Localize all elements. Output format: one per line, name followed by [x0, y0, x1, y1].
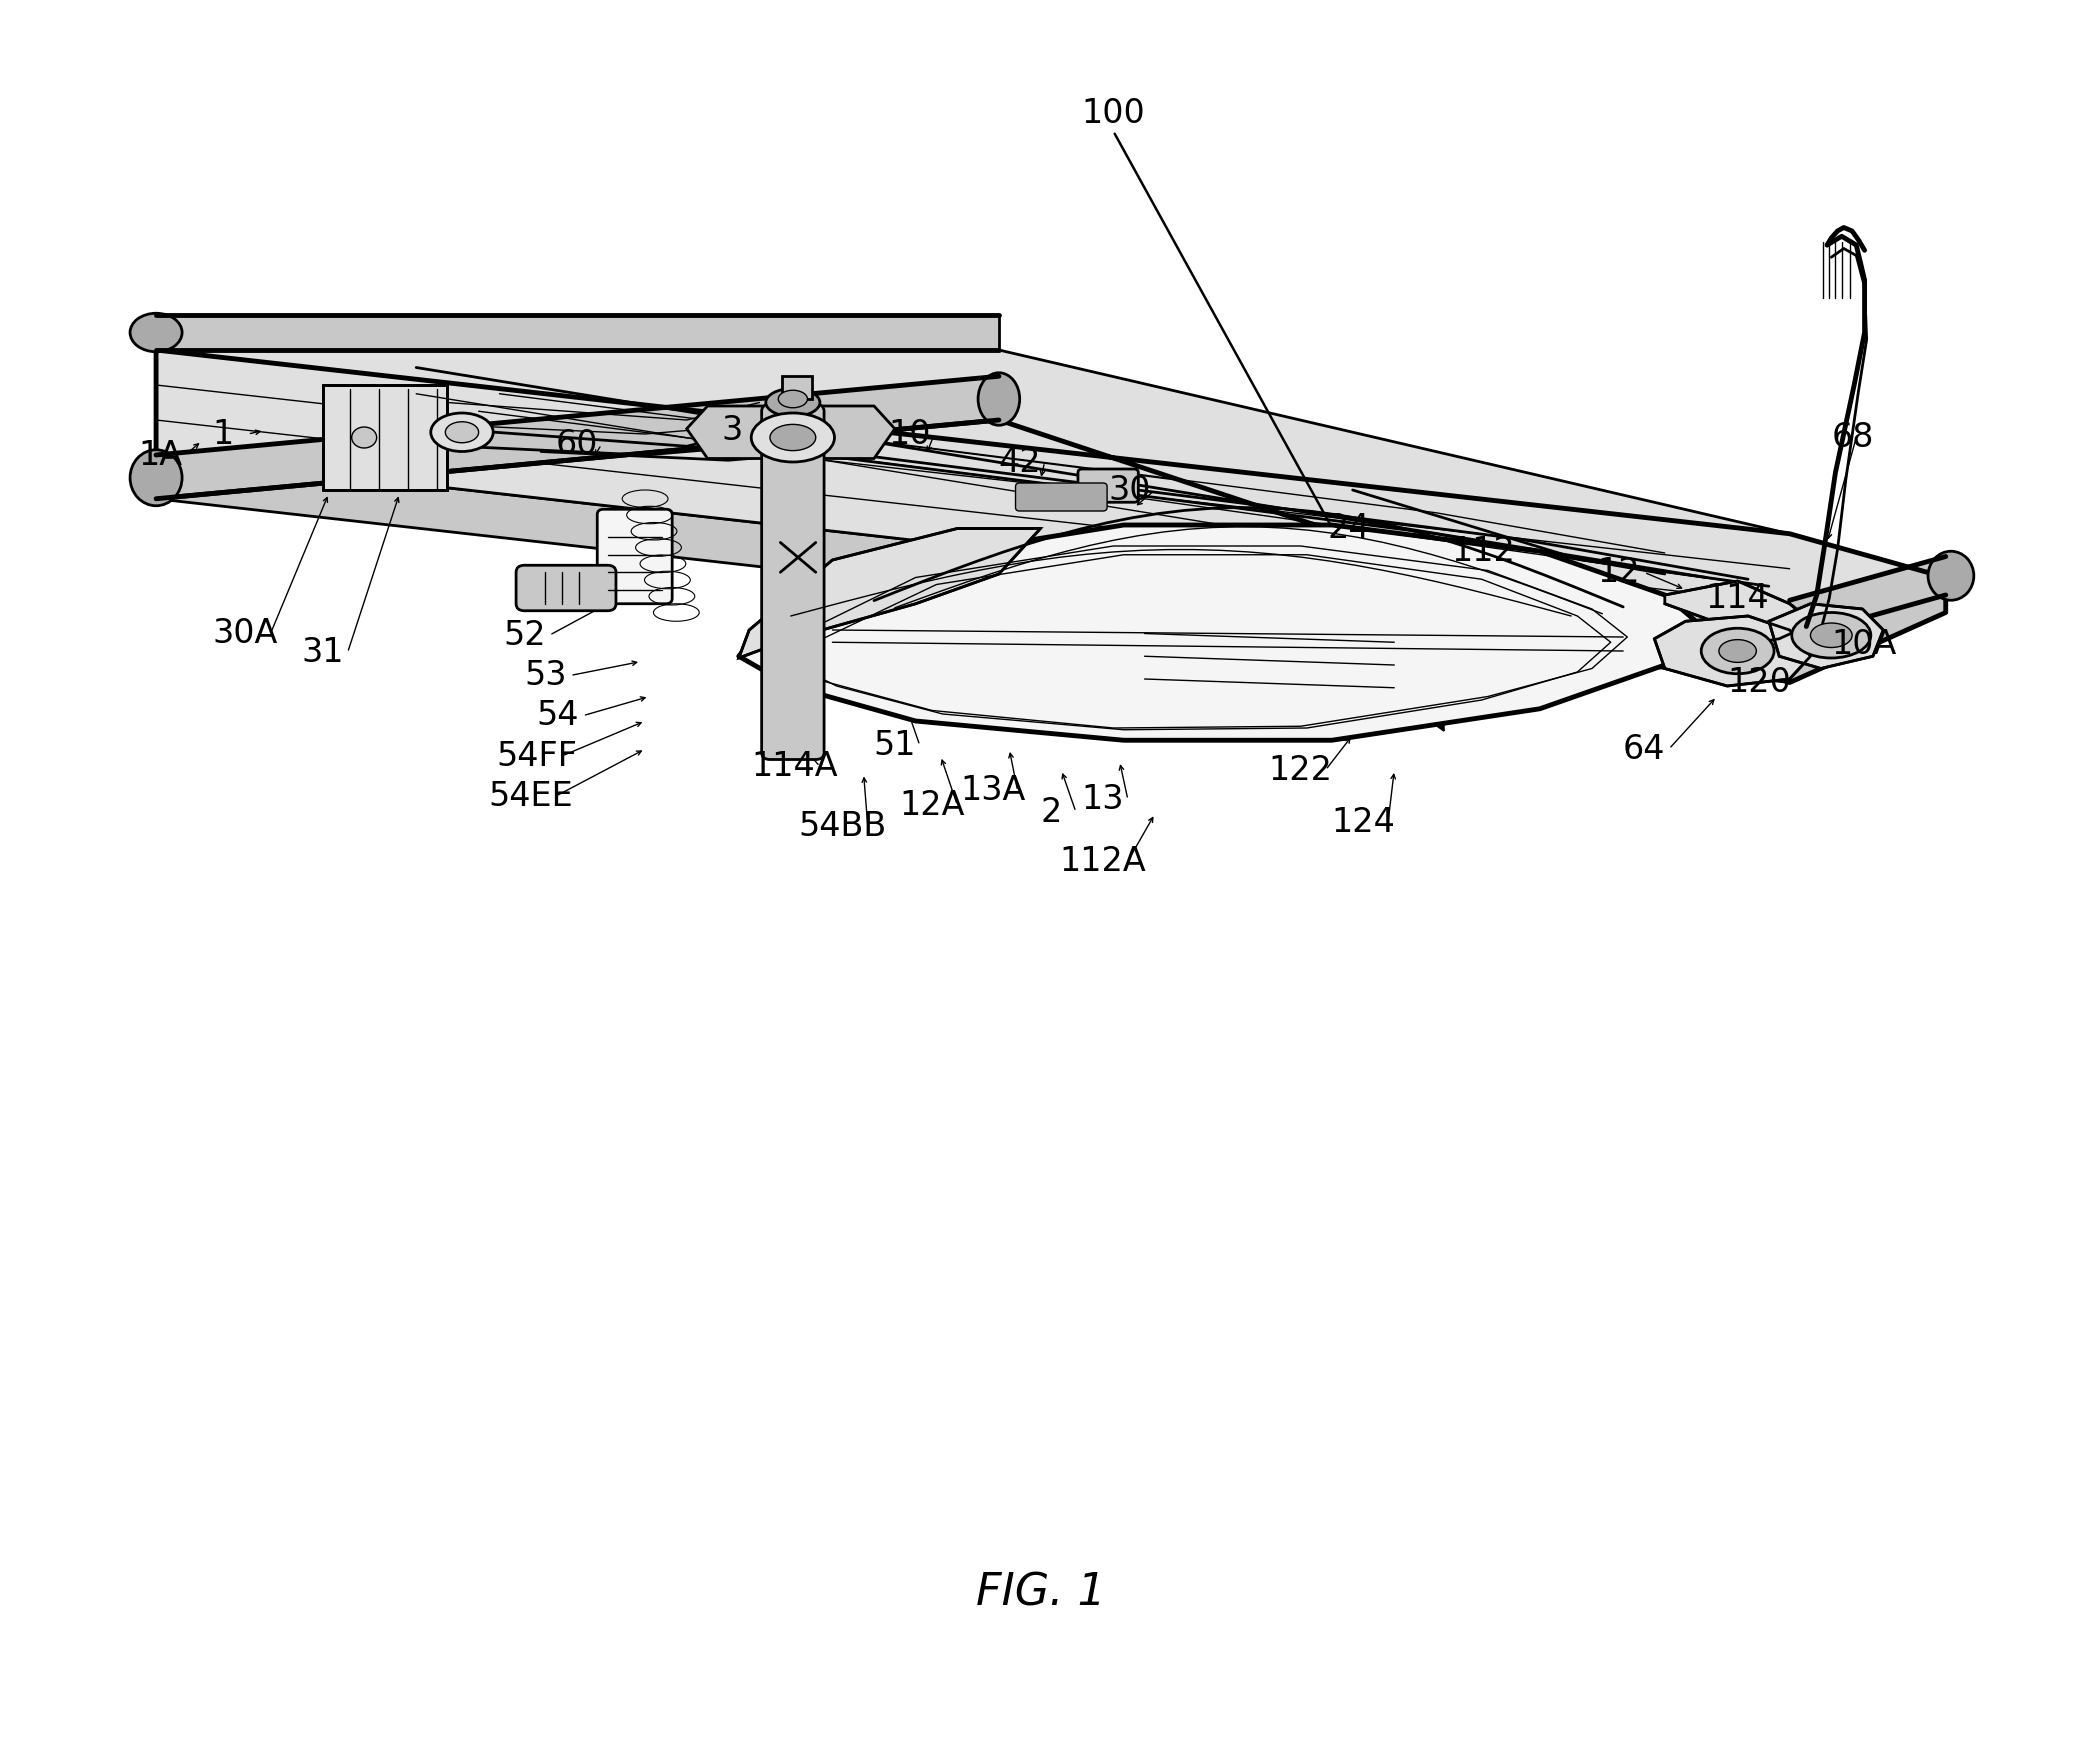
Text: 30: 30: [1109, 474, 1151, 506]
Text: 1A: 1A: [137, 439, 183, 471]
Text: FIG. 1: FIG. 1: [976, 1572, 1105, 1614]
Polygon shape: [1665, 581, 1831, 648]
Text: 12A: 12A: [899, 789, 966, 821]
Text: 12: 12: [1598, 556, 1640, 588]
Text: 13: 13: [1082, 784, 1124, 816]
Polygon shape: [156, 350, 1946, 639]
Polygon shape: [323, 385, 447, 490]
Text: 1: 1: [212, 418, 233, 450]
Ellipse shape: [778, 390, 807, 408]
Text: 10: 10: [889, 418, 930, 450]
Ellipse shape: [129, 313, 183, 352]
Text: 112: 112: [1453, 536, 1515, 567]
Text: 13A: 13A: [959, 775, 1026, 807]
Text: 54BB: 54BB: [799, 810, 887, 842]
Text: 122: 122: [1269, 754, 1332, 786]
Text: 53: 53: [524, 660, 566, 691]
Ellipse shape: [770, 425, 816, 452]
Ellipse shape: [1719, 640, 1756, 663]
Polygon shape: [687, 406, 895, 458]
Text: 114: 114: [1706, 583, 1769, 614]
Ellipse shape: [1702, 628, 1773, 674]
Ellipse shape: [766, 388, 820, 416]
Polygon shape: [1790, 556, 1946, 639]
Text: 114A: 114A: [751, 751, 839, 782]
Ellipse shape: [129, 450, 183, 506]
Polygon shape: [156, 315, 999, 350]
Text: 64: 64: [1623, 733, 1665, 765]
Text: 10A: 10A: [1831, 628, 1896, 660]
Text: 54FF: 54FF: [497, 740, 576, 772]
Text: 120: 120: [1727, 667, 1792, 698]
Text: 51: 51: [874, 730, 916, 761]
Text: 60: 60: [556, 429, 597, 460]
Text: 54: 54: [537, 700, 579, 731]
Text: 42: 42: [999, 446, 1040, 478]
Ellipse shape: [1810, 623, 1852, 648]
Text: 124: 124: [1332, 807, 1394, 838]
Ellipse shape: [352, 427, 377, 448]
Text: 68: 68: [1831, 422, 1873, 453]
Text: 54EE: 54EE: [489, 780, 572, 812]
Ellipse shape: [445, 422, 479, 443]
Text: 30A: 30A: [212, 618, 279, 649]
Ellipse shape: [978, 373, 1020, 425]
Polygon shape: [1654, 616, 1810, 686]
Ellipse shape: [751, 413, 834, 462]
Polygon shape: [782, 376, 812, 399]
Polygon shape: [1769, 604, 1883, 668]
FancyBboxPatch shape: [762, 404, 824, 760]
Text: 52: 52: [504, 620, 545, 651]
Text: 100: 100: [1082, 98, 1145, 130]
Text: 3: 3: [722, 415, 743, 446]
Polygon shape: [739, 528, 1040, 658]
Text: 2: 2: [1040, 796, 1061, 828]
FancyBboxPatch shape: [516, 565, 616, 611]
Text: 31: 31: [302, 637, 343, 668]
Ellipse shape: [1792, 612, 1871, 658]
Text: 112A: 112A: [1059, 845, 1147, 877]
Text: 24: 24: [1328, 513, 1369, 544]
Polygon shape: [739, 525, 1706, 740]
FancyBboxPatch shape: [597, 509, 672, 604]
FancyBboxPatch shape: [1016, 483, 1107, 511]
Ellipse shape: [431, 413, 493, 452]
Polygon shape: [156, 455, 1946, 682]
FancyBboxPatch shape: [1078, 469, 1138, 502]
Ellipse shape: [1927, 551, 1975, 600]
Polygon shape: [156, 376, 999, 499]
